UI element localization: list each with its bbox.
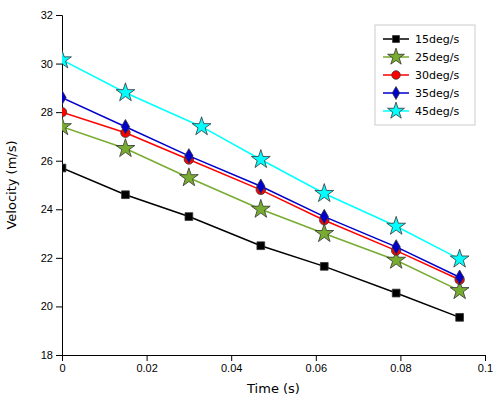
axis-line <box>63 356 486 362</box>
tick: 0.1 <box>478 355 493 374</box>
point <box>62 164 66 172</box>
legend-item: 30deg/s <box>383 69 459 82</box>
tick-mark <box>56 209 62 210</box>
legend-symbol <box>388 48 405 64</box>
legend-label: 25deg/s <box>415 51 459 64</box>
tick-label: 0.04 <box>221 362 242 374</box>
point <box>122 191 130 199</box>
point <box>121 120 129 134</box>
tick-label: 28 <box>41 106 53 118</box>
tick: 28 <box>41 106 62 118</box>
y-axis: 18 20 22 24 26 28 30 32 <box>41 9 63 361</box>
tick-mark <box>56 306 62 307</box>
point <box>62 117 71 135</box>
point <box>179 168 198 186</box>
tick-label: 0 <box>59 362 65 374</box>
tick-mark <box>56 161 62 162</box>
chart: 0 0.02 0.04 0.06 0.08 0.1 18 20 22 24 26 28 30 32 15de… <box>0 0 500 403</box>
tick-mark <box>147 355 148 361</box>
point <box>450 249 469 267</box>
point <box>392 289 400 297</box>
tick-mark <box>56 64 62 65</box>
legend-frame <box>375 25 475 125</box>
tick: 0 <box>59 355 65 374</box>
line <box>62 112 460 280</box>
point <box>456 313 464 321</box>
tick-mark <box>400 355 401 361</box>
legend-label: 15deg/s <box>415 33 459 46</box>
tick: 18 <box>41 349 62 361</box>
tick-mark <box>485 355 486 361</box>
tick-mark <box>231 355 232 361</box>
point <box>392 240 400 254</box>
legend-label: 35deg/s <box>415 87 459 100</box>
point <box>62 90 66 104</box>
tick: 0.04 <box>221 355 242 374</box>
tick-mark <box>56 258 62 259</box>
tick-label: 20 <box>41 300 53 312</box>
point <box>251 150 270 168</box>
point <box>320 262 328 270</box>
point <box>257 179 265 193</box>
tick-mark <box>56 355 62 356</box>
tick: 0.08 <box>390 355 411 374</box>
tick: 22 <box>41 252 62 264</box>
tick-label: 24 <box>41 203 53 215</box>
point <box>185 149 193 163</box>
tick: 0.06 <box>306 355 327 374</box>
tick-mark <box>56 15 62 16</box>
point <box>192 117 211 135</box>
tick-label: 0.02 <box>136 362 157 374</box>
plot: 0 0.02 0.04 0.06 0.08 0.1 18 20 22 24 26 28 30 32 15de… <box>41 9 493 374</box>
point <box>455 270 463 284</box>
legend-item: 25deg/s <box>383 48 459 64</box>
legend: 15deg/s 25deg/s 30deg/s 35deg/s 45deg/s <box>375 25 475 125</box>
tick: 30 <box>41 58 62 70</box>
legend-symbol <box>388 102 405 118</box>
y-axis-title: Velocity (m/s) <box>4 140 19 229</box>
point <box>257 242 265 250</box>
x-axis-title: Time (s) <box>246 381 300 396</box>
line <box>62 168 460 317</box>
tick: 26 <box>41 155 62 167</box>
tick-mark <box>316 355 317 361</box>
tick-label: 30 <box>41 58 53 70</box>
legend-label: 45deg/s <box>415 105 459 118</box>
point <box>185 213 193 221</box>
point <box>251 199 270 217</box>
legend-symbol <box>392 87 399 100</box>
tick: 20 <box>41 300 62 312</box>
point <box>116 139 135 157</box>
point <box>62 107 67 116</box>
point <box>315 184 334 202</box>
legend-symbol <box>393 36 400 43</box>
point <box>116 83 135 101</box>
tick-label: 0.1 <box>478 362 493 374</box>
tick: 24 <box>41 203 62 215</box>
point <box>62 50 71 68</box>
tick-label: 0.08 <box>390 362 411 374</box>
legend-label: 30deg/s <box>415 69 459 82</box>
axis-line <box>56 16 63 356</box>
tick: 0.02 <box>136 355 157 374</box>
point <box>387 216 406 234</box>
legend-item: 45deg/s <box>383 102 459 118</box>
tick: 32 <box>41 9 62 21</box>
legend-symbol <box>392 71 400 79</box>
line <box>62 127 460 291</box>
point <box>320 209 328 223</box>
legend-item: 15deg/s <box>383 33 459 46</box>
tick-label: 18 <box>41 349 53 361</box>
x-axis: 0 0.02 0.04 0.06 0.08 0.1 <box>59 355 493 374</box>
tick-mark <box>56 112 62 113</box>
tick-label: 0.06 <box>306 362 327 374</box>
tick-label: 26 <box>41 155 53 167</box>
tick-label: 22 <box>41 252 53 264</box>
legend-item: 35deg/s <box>383 87 459 100</box>
point <box>315 224 334 242</box>
tick-label: 32 <box>41 9 53 21</box>
